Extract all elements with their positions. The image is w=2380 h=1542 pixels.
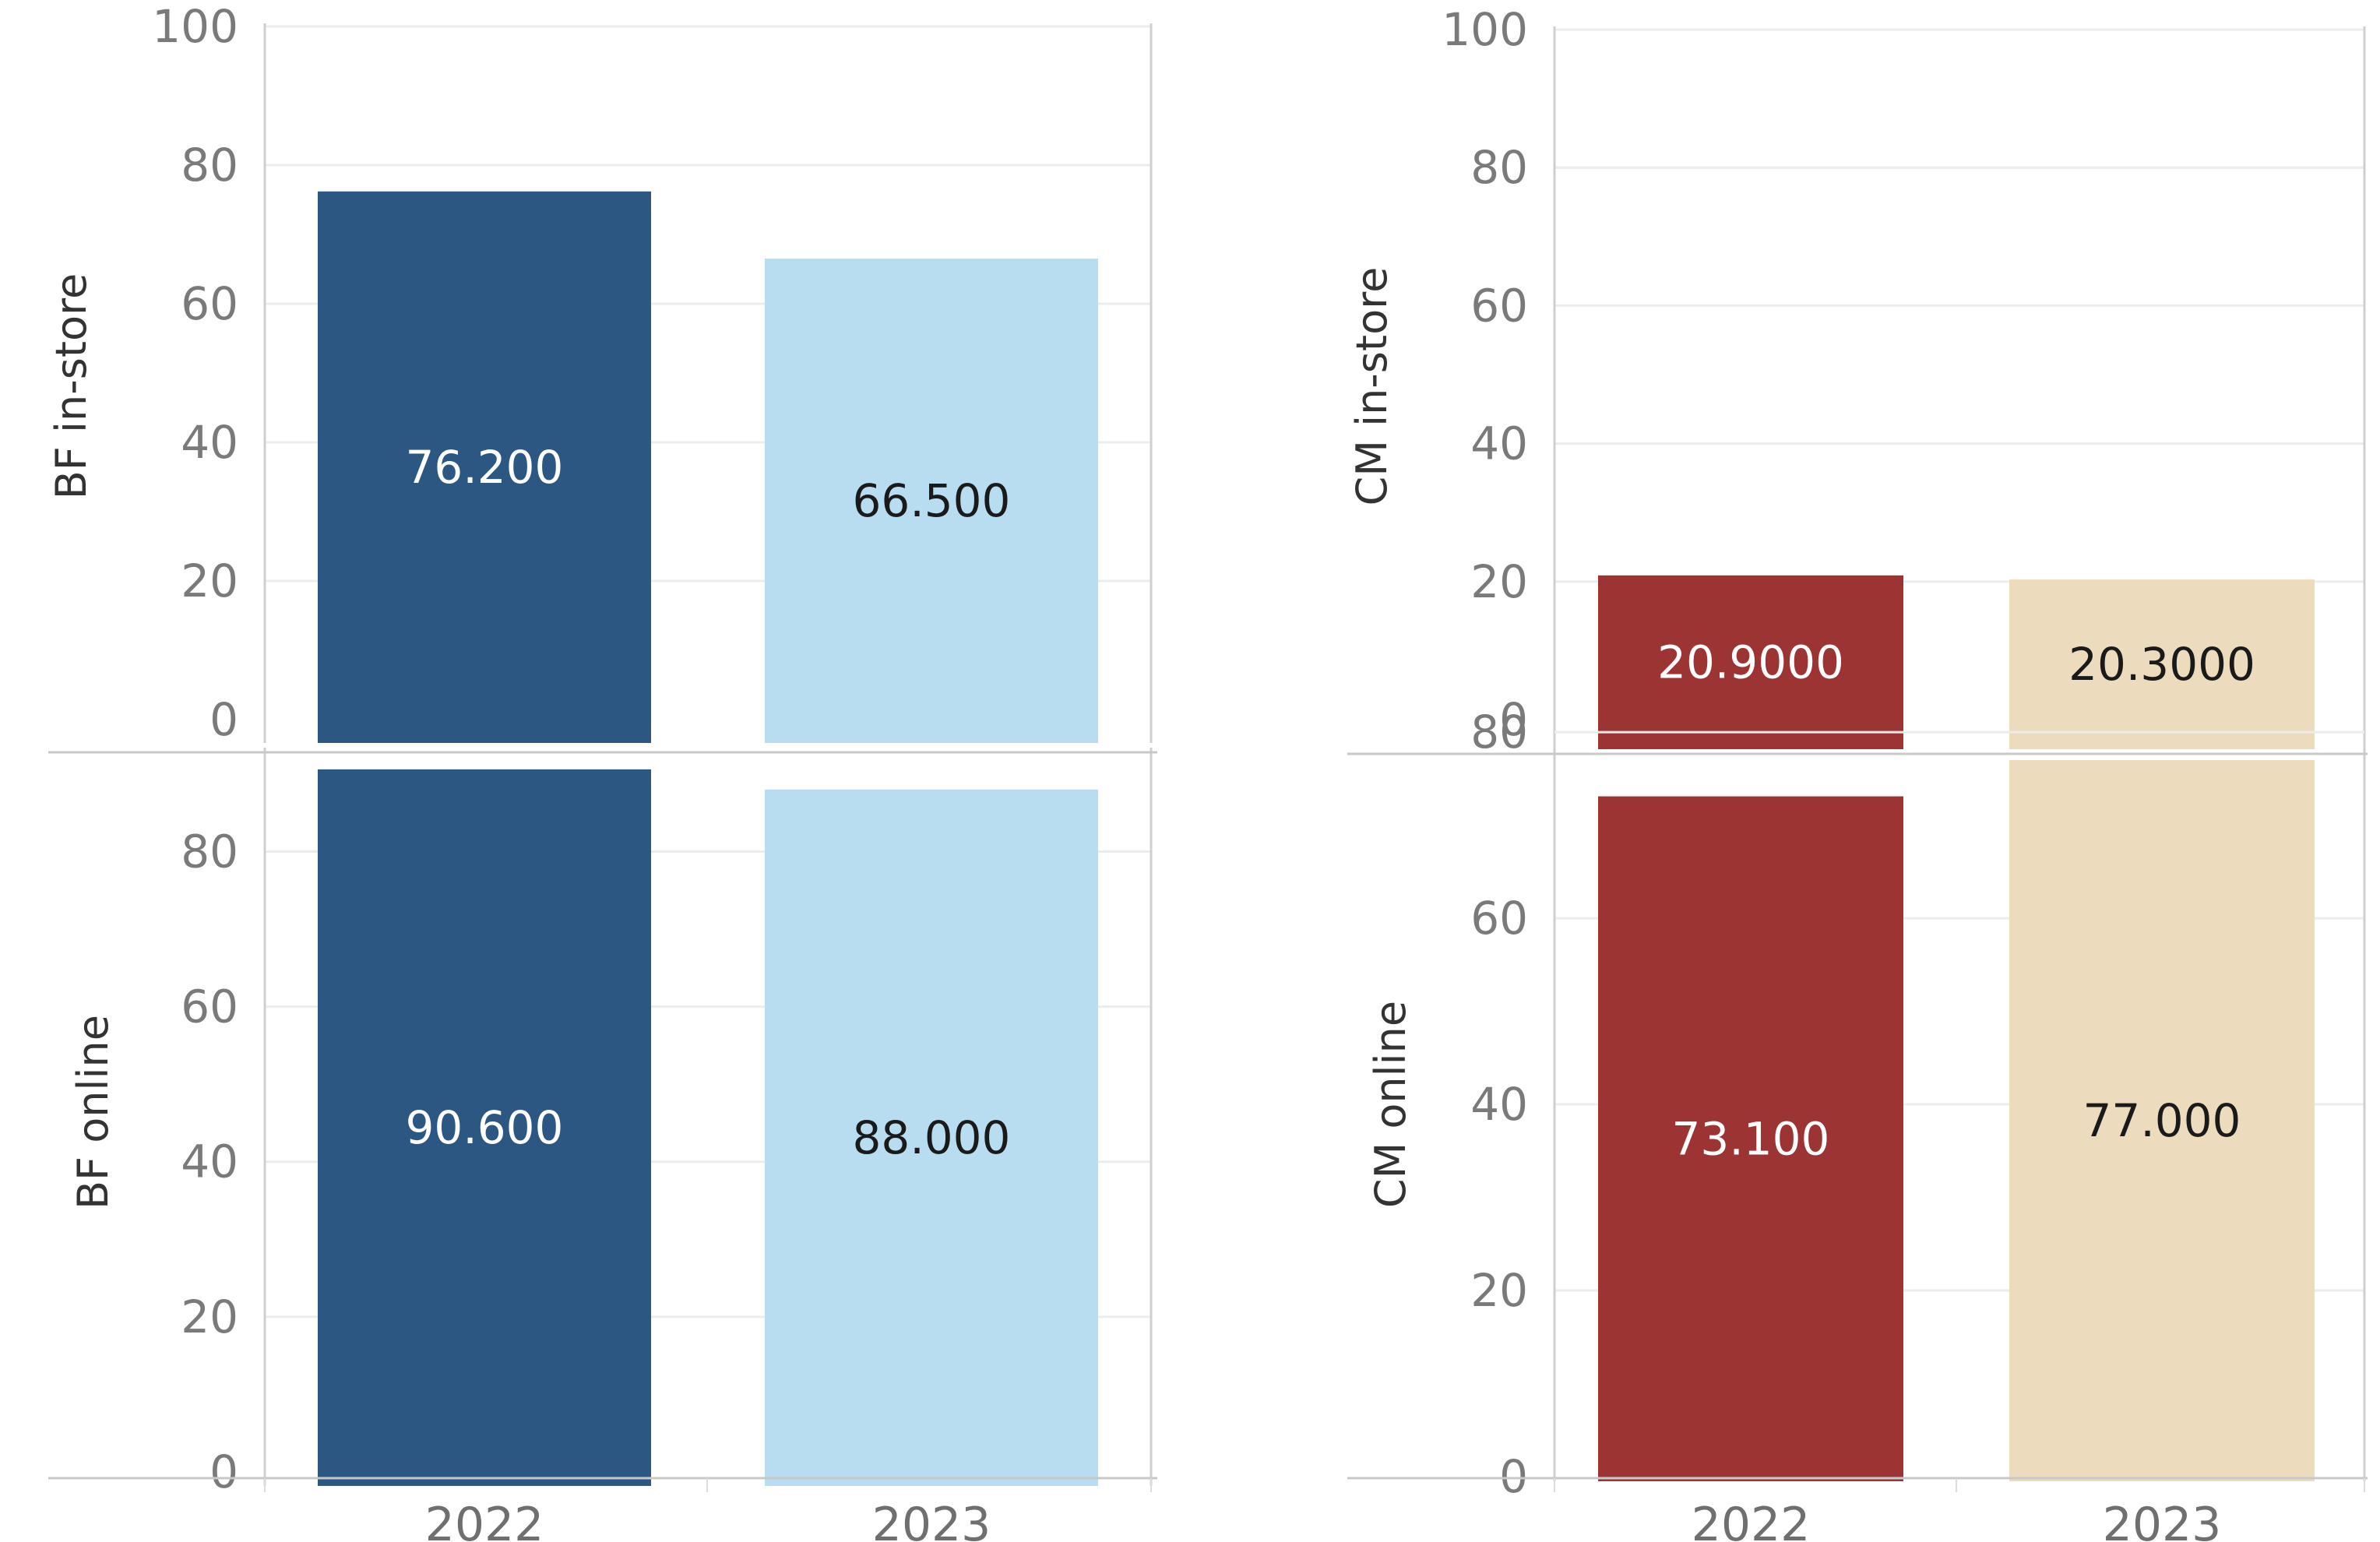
- y-tick-label: 0: [1499, 1450, 1528, 1503]
- y-tick-label: 60: [181, 277, 238, 330]
- data-label: 20.3000: [2068, 638, 2255, 691]
- y-tick-label: 0: [209, 1445, 238, 1498]
- y-tick-label: 80: [1470, 706, 1528, 759]
- data-label: 76.200: [406, 441, 564, 494]
- bar-2022: [318, 769, 651, 1486]
- bar-2023: [765, 259, 1098, 743]
- y-axis-title: CM online: [1366, 1001, 1415, 1208]
- y-tick-label: 20: [181, 554, 238, 607]
- bar-2023: [2009, 759, 2315, 1481]
- panel-cm-online: 0 20 40 60 80 73.100 77.000 CM online: [1366, 706, 2366, 1503]
- y-tick-label: 0: [1499, 693, 1528, 746]
- data-label: 20.9000: [1657, 635, 1844, 688]
- panel-bf-online: 0 20 40 60 80 90.600 88.000 BF online: [69, 748, 1153, 1498]
- y-tick-label: 80: [181, 825, 238, 878]
- y-tick-label: 40: [181, 1135, 238, 1188]
- y-tick-label: 40: [181, 416, 238, 469]
- data-label: 88.000: [853, 1111, 1011, 1164]
- data-label: 77.000: [2083, 1094, 2241, 1147]
- y-tick-label: 20: [1470, 1264, 1528, 1317]
- y-axis-title: BF in-store: [47, 273, 96, 500]
- data-label: 90.600: [406, 1101, 564, 1154]
- y-tick-label: 80: [181, 139, 238, 192]
- data-label: 66.500: [853, 474, 1011, 527]
- y-tick-label: 40: [1470, 417, 1528, 470]
- panel-bf-in-store: 0 20 40 60 80 100 76.200 66.500 BF in-store: [47, 0, 1153, 746]
- y-tick-label: 60: [1470, 279, 1528, 332]
- y-tick-label: 80: [1470, 141, 1528, 194]
- y-tick-label: 60: [181, 980, 238, 1033]
- y-tick-label: 60: [1470, 892, 1528, 945]
- bar-2022: [1598, 575, 1903, 749]
- panel-cm-in-store: 0 20 40 60 80 100 20.9000 20.3000 CM in-store: [1347, 3, 2366, 749]
- x-tick-label: 2023: [872, 1498, 991, 1542]
- bar-2023: [765, 789, 1098, 1486]
- data-label: 73.100: [1672, 1112, 1830, 1165]
- x-tick-label: 2022: [425, 1498, 544, 1542]
- x-tick-label: 2022: [1692, 1498, 1811, 1542]
- y-tick-label: 20: [1470, 555, 1528, 608]
- y-tick-label: 100: [152, 0, 238, 53]
- bar-2023: [2009, 579, 2315, 749]
- x-tick-label: 2023: [2103, 1498, 2222, 1542]
- y-tick-label: 40: [1470, 1078, 1528, 1131]
- y-tick-label: 20: [181, 1290, 238, 1343]
- y-tick-label: 100: [1442, 3, 1528, 56]
- y-axis-title: CM in-store: [1347, 267, 1396, 506]
- y-tick-label: 0: [209, 693, 238, 746]
- bar-2022: [318, 191, 651, 743]
- small-multiples-bar-chart: 0 20 40 60 80 100 76.200 66.500 BF in-store 0 20 40…: [47, 0, 2368, 1542]
- y-axis-title: BF online: [69, 1015, 118, 1209]
- bar-2022: [1598, 796, 1903, 1481]
